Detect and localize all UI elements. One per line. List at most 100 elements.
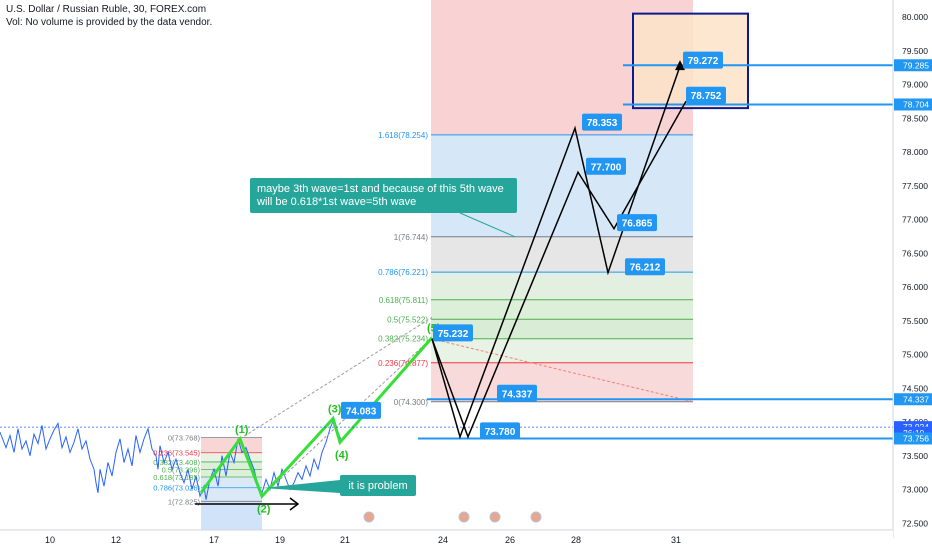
note-box [250, 178, 517, 213]
price-scale-tag-box [894, 59, 932, 72]
note-text: maybe 3th wave=1st and because of this 5… [256, 183, 504, 208]
small-fib-zone [201, 501, 262, 534]
small-fib-label: 0(73.768) [168, 434, 201, 443]
callout-box [433, 324, 473, 342]
note-pointer [459, 212, 516, 238]
small-fib-label: 0.5(73.296) [162, 466, 201, 475]
problem-note: it is problem [262, 475, 416, 496]
callout-text: 79.272 [688, 56, 719, 67]
y-tick-label: 76.000 [902, 282, 928, 292]
price-scale-tag-box [894, 432, 932, 445]
callout-text: 78.353 [587, 118, 618, 129]
fib-zone [431, 401, 693, 530]
small-fib-label: 0.618(73.185) [153, 473, 200, 482]
price-callout: 75.232 [433, 324, 473, 342]
note-text: it is problem [348, 480, 407, 492]
fib-zone [431, 319, 693, 339]
price-scale-tag-box [894, 393, 932, 406]
y-tick-label: 76.500 [902, 248, 928, 258]
target-box-outline [632, 12, 749, 110]
callout-text: 76.865 [622, 219, 653, 230]
chart-title: U.S. Dollar / Russian Ruble, 30, FOREX.c… [6, 4, 207, 15]
fib-level-label: 0.786(76.221) [378, 268, 428, 277]
arrow-head-icon [675, 60, 685, 71]
price-axis-bg [893, 0, 932, 550]
y-tick-label: 77.000 [902, 215, 928, 225]
callout-text: 76.212 [630, 263, 661, 274]
callout-box [683, 51, 723, 69]
x-tick-label: 31 [671, 535, 681, 545]
x-tick-label: 10 [45, 535, 55, 545]
price-scale-tag-box [894, 98, 932, 111]
price-scale-tag-text: 73.756 [903, 433, 929, 443]
price-scale-tag-text: 78.704 [903, 99, 929, 109]
y-tick-label: 78.500 [902, 113, 928, 123]
fib-level-label: 0(74.300) [394, 398, 429, 407]
y-tick-label: 75.000 [902, 350, 928, 360]
y-tick-label: 79.000 [902, 80, 928, 90]
callout-box [617, 214, 657, 232]
bottom-arrow-head-icon [289, 497, 300, 511]
callout-box [686, 86, 726, 104]
projection-path [431, 65, 681, 440]
price-callout: 78.752 [686, 86, 726, 104]
callout-box [582, 113, 622, 131]
fib-level-label: 0.382(75.234) [378, 335, 428, 344]
price-callout: 78.353 [582, 113, 622, 131]
fib-level-label: 0.618(75.811) [379, 296, 429, 305]
x-tick-label: 21 [340, 535, 350, 545]
x-tick-label: 17 [209, 535, 219, 545]
callout-text: 77.700 [591, 162, 622, 173]
fib-level-label: 1.618(78.254) [378, 131, 428, 140]
y-tick-label: 79.500 [902, 46, 928, 56]
event-flag-icon [458, 511, 470, 523]
elliott-wave-line [199, 336, 434, 500]
price-callout: 79.272 [683, 51, 723, 69]
wave-note: maybe 3th wave=1st and because of this 5… [250, 178, 517, 238]
note-pointer [262, 480, 340, 493]
price-scale-tag: 74.337 [894, 393, 932, 406]
callout-text: 75.232 [438, 329, 469, 340]
x-tick-label: 28 [571, 535, 581, 545]
price-scale-tag: 78.704 [894, 98, 932, 111]
x-tick-label: 26 [505, 535, 515, 545]
wave-label: (3) [328, 404, 342, 416]
x-tick-label: 12 [111, 535, 121, 545]
price-scale-tag-text: 79.285 [903, 60, 929, 70]
price-scale-tag-text: 74.337 [903, 394, 929, 404]
y-tick-label: 74.500 [902, 383, 928, 393]
wave-label: (2) [257, 503, 271, 515]
small-fib-label: 0.236(73.545) [153, 449, 200, 458]
event-flag-icon [530, 511, 542, 523]
callout-text: 74.083 [346, 406, 377, 417]
small-fib-label: 1(72.825) [168, 497, 201, 506]
fib-level-label: 1(76.744) [394, 233, 429, 242]
price-callout: 73.780 [480, 422, 520, 440]
projection-path-inner [431, 100, 687, 439]
callout-box [497, 384, 537, 402]
callout-text: 78.752 [691, 91, 722, 102]
time-axis-bg [0, 530, 893, 550]
price-callout: 76.865 [617, 214, 657, 232]
x-tick-label: 24 [438, 535, 448, 545]
wave-label: (4) [335, 449, 349, 461]
small-fib-label: 0.786(73.026) [153, 484, 200, 493]
y-tick-label: 75.500 [902, 316, 928, 326]
y-tick-label: 73.500 [902, 451, 928, 461]
y-tick-label: 72.500 [902, 518, 928, 528]
fib-zone [431, 299, 693, 320]
y-tick-label: 80.000 [902, 12, 928, 22]
fib-zone [431, 272, 693, 300]
callout-text: 73.780 [485, 427, 516, 438]
wave-label: (1) [235, 424, 249, 436]
callout-box [480, 422, 520, 440]
fib-level-label: 0.5(75.522) [387, 315, 428, 324]
note-box [340, 475, 416, 496]
price-callout: 74.083 [341, 401, 381, 419]
price-scale-tag: 79.285 [894, 59, 932, 72]
price-scale-tag: 73.756 [894, 432, 932, 445]
y-tick-label: 78.000 [902, 147, 928, 157]
fib-level-label: 0.236(74.877) [378, 359, 428, 368]
